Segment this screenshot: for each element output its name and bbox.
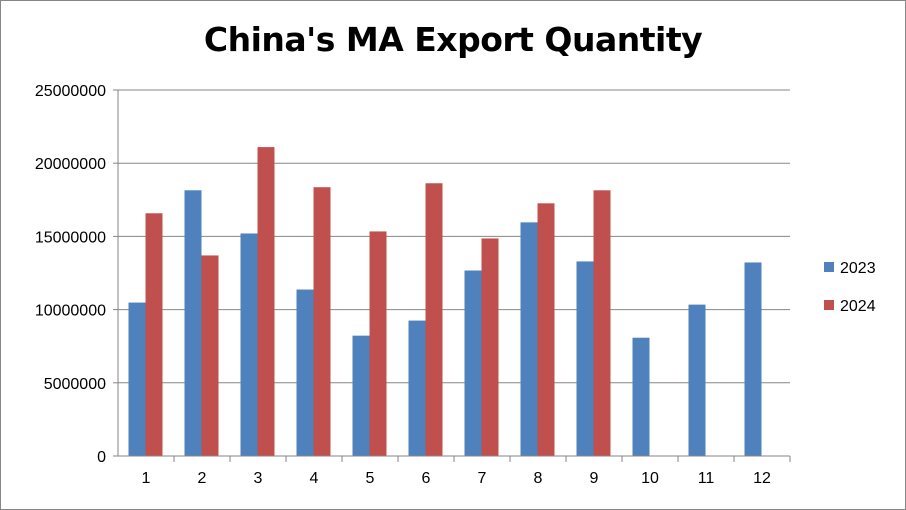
x-tick-label: 10: [641, 470, 659, 487]
x-tick-label: 2: [198, 470, 207, 487]
y-tick-label: 10000000: [35, 303, 106, 320]
bar-2024-9: [593, 190, 611, 456]
bar-2024-5: [369, 231, 387, 456]
bar-2023-5: [352, 335, 370, 456]
bar-2023-8: [520, 222, 538, 456]
y-tick-label: 15000000: [35, 229, 106, 246]
bar-2023-1: [128, 302, 146, 456]
x-tick-label: 3: [254, 470, 263, 487]
bar-2023-6: [408, 320, 426, 456]
x-tick-label: 6: [422, 470, 431, 487]
bar-2023-7: [464, 270, 482, 456]
x-tick-label: 1: [142, 470, 151, 487]
bar-2023-4: [296, 289, 314, 456]
bar-2024-2: [201, 255, 219, 456]
bar-2024-3: [257, 147, 275, 456]
legend-swatch-2023: [824, 262, 834, 272]
y-tick-label: 25000000: [35, 83, 106, 100]
chart-title: China's MA Export Quantity: [203, 20, 703, 59]
x-tick-label: 7: [478, 470, 487, 487]
x-tick-label: 12: [753, 470, 771, 487]
y-tick-label: 5000000: [44, 376, 106, 393]
bar-2023-10: [632, 337, 650, 456]
x-tick-label: 9: [590, 470, 599, 487]
bar-2024-8: [537, 203, 555, 456]
legend-swatch-2024: [824, 300, 834, 310]
legend-label-2024: 2024: [840, 298, 876, 315]
x-tick-label: 8: [534, 470, 543, 487]
legend-label-2023: 2023: [840, 260, 876, 277]
bar-2024-7: [481, 238, 499, 456]
bar-2023-3: [240, 233, 258, 456]
x-tick-label: 11: [698, 470, 715, 487]
bar-2024-4: [313, 187, 331, 456]
y-tick-label: 0: [97, 449, 106, 466]
bar-2024-1: [145, 213, 163, 456]
x-tick-label: 5: [366, 470, 375, 487]
bar-2024-6: [425, 183, 443, 456]
x-tick-label: 4: [310, 470, 319, 487]
bar-2023-9: [576, 261, 594, 456]
y-tick-label: 20000000: [35, 156, 106, 173]
bar-2023-12: [744, 262, 762, 456]
bar-2023-2: [184, 190, 202, 456]
bar-2023-11: [688, 304, 706, 456]
